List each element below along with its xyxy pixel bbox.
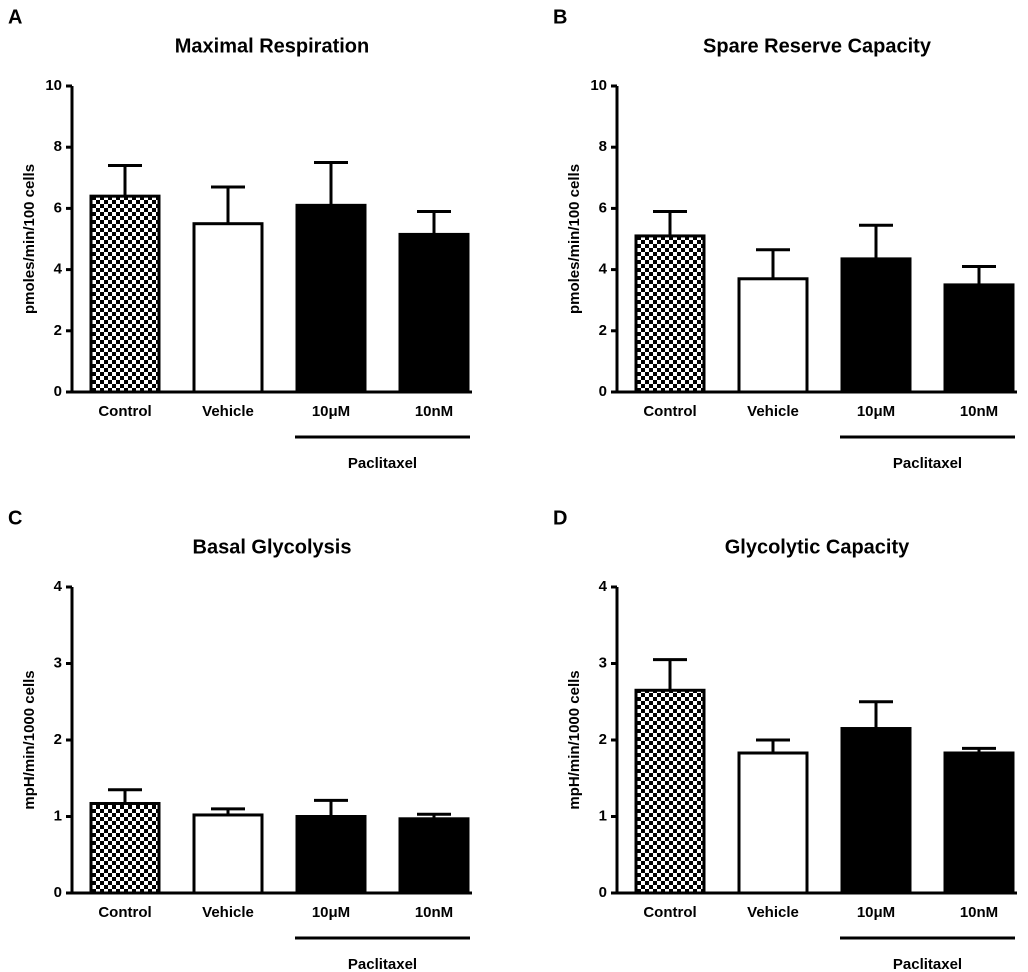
x-tick-label: Vehicle [202, 403, 254, 420]
y-tick-label: 8 [54, 138, 62, 155]
y-tick-label: 4 [599, 578, 608, 595]
panel-letter: D [553, 507, 567, 529]
chart-title: Basal Glycolysis [193, 536, 352, 558]
x-tick-label: Control [98, 403, 151, 420]
y-tick-label: 2 [54, 731, 62, 748]
y-tick-label: 1 [54, 807, 62, 824]
bar [840, 727, 912, 895]
bar [398, 232, 470, 394]
y-axis-label: mpH/min/1000 cells [21, 670, 38, 809]
x-tick-label: 10nM [960, 904, 998, 921]
y-tick-label: 4 [54, 578, 63, 595]
y-tick-label: 10 [45, 77, 62, 94]
y-tick-label: 4 [599, 261, 608, 278]
panel-letter: A [8, 6, 22, 28]
x-tick-label: 10nM [960, 403, 998, 420]
y-tick-label: 3 [599, 654, 607, 671]
bar [295, 203, 367, 394]
bar [295, 815, 367, 895]
bar [943, 751, 1015, 895]
y-tick-label: 1 [599, 807, 607, 824]
y-axis-label: pmoles/min/100 cells [566, 164, 583, 314]
y-tick-label: 0 [54, 884, 62, 901]
y-tick-label: 10 [590, 77, 607, 94]
x-tick-label: Vehicle [747, 904, 799, 921]
panel: B Spare Reserve Capacity pmoles/min/100 ce… [553, 6, 1017, 472]
group-label: Paclitaxel [893, 455, 962, 472]
chart-title: Spare Reserve Capacity [703, 35, 932, 57]
panel: C Basal Glycolysis mpH/min/1000 cells 0 1 2 3 4… [8, 507, 472, 972]
x-tick-label: 10nM [415, 403, 453, 420]
x-tick-label: Control [98, 904, 151, 921]
bar [840, 257, 912, 394]
bar [89, 194, 161, 394]
x-tick-label: 10μM [857, 403, 895, 420]
chart-title: Glycolytic Capacity [725, 536, 910, 558]
y-tick-label: 4 [54, 261, 63, 278]
panel: D Glycolytic Capacity mpH/min/1000 cells 0 1… [553, 507, 1017, 972]
x-tick-label: Control [643, 403, 696, 420]
x-tick-label: 10nM [415, 904, 453, 921]
bar [89, 801, 161, 895]
y-tick-label: 6 [599, 199, 607, 216]
group-label: Paclitaxel [348, 956, 417, 972]
y-tick-label: 2 [599, 731, 607, 748]
x-tick-label: Control [643, 904, 696, 921]
bar [398, 817, 470, 895]
x-tick-label: 10μM [312, 904, 350, 921]
y-tick-label: 6 [54, 199, 62, 216]
x-tick-label: Vehicle [747, 403, 799, 420]
panel-letter: B [553, 6, 567, 28]
group-label: Paclitaxel [893, 956, 962, 972]
x-tick-label: Vehicle [202, 904, 254, 921]
bar [192, 813, 264, 895]
y-tick-label: 2 [599, 322, 607, 339]
x-tick-label: 10μM [312, 403, 350, 420]
x-tick-label: 10μM [857, 904, 895, 921]
y-tick-label: 2 [54, 322, 62, 339]
y-axis-label: mpH/min/1000 cells [566, 670, 583, 809]
group-label: Paclitaxel [348, 455, 417, 472]
y-tick-label: 0 [54, 383, 62, 400]
y-axis-label: pmoles/min/100 cells [21, 164, 38, 314]
bar [192, 222, 264, 394]
y-tick-label: 0 [599, 884, 607, 901]
bar [737, 277, 809, 394]
chart-title: Maximal Respiration [175, 35, 370, 57]
panel-letter: C [8, 507, 22, 529]
panel: A Maximal Respiration pmoles/min/100 cells… [8, 6, 472, 472]
y-tick-label: 3 [54, 654, 62, 671]
bar [943, 283, 1015, 394]
y-tick-label: 8 [599, 138, 607, 155]
bar [737, 751, 809, 895]
bar [634, 688, 706, 895]
bar [634, 234, 706, 394]
y-tick-label: 0 [599, 383, 607, 400]
